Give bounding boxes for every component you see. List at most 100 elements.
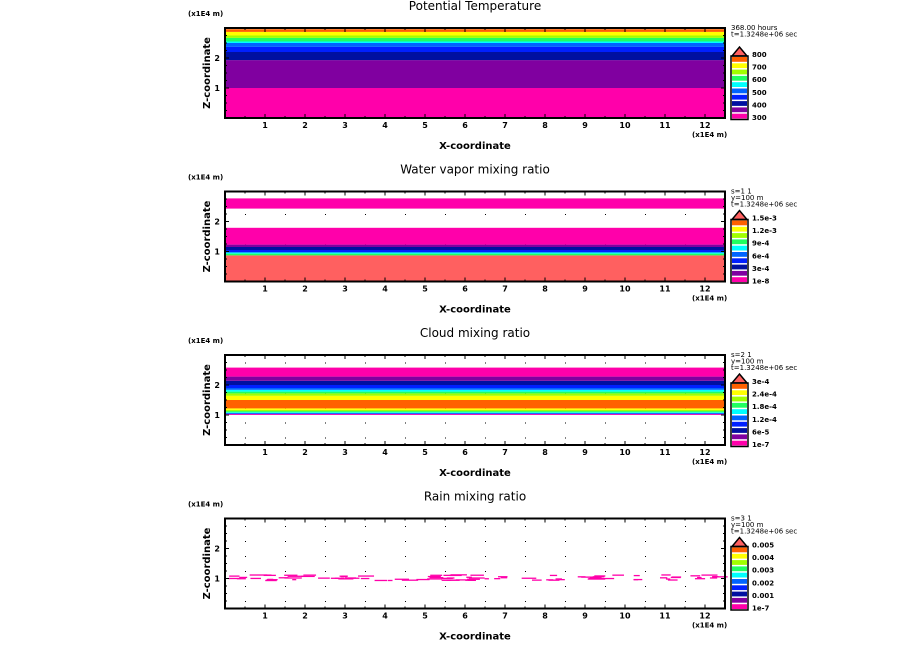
contour-band [225,389,725,392]
x-tick-label: 6 [462,121,468,130]
grid-dot [245,526,246,527]
colorbar-label: 2.4e-4 [752,391,777,399]
contour-band [225,37,725,42]
z-tick-label: 2 [214,54,220,63]
y-unit-label: (x1E4 m) [188,337,223,345]
x-tick-label: 7 [502,285,508,294]
grid-dot [325,526,326,527]
grid-dot [485,422,486,424]
x-tick-label: 11 [659,612,671,621]
rain-streak [264,574,272,576]
contour-band [225,395,725,400]
grid-dot [565,437,566,439]
grid-dot [645,526,646,527]
grid-dot [565,586,566,587]
x-axis-label: X-coordinate [439,141,511,152]
panel-2: Water vapor mixing ratio(x1E4 m)1 2 3 4 5 6 7 8… [188,163,797,316]
x-tick-label: 9 [582,448,588,457]
grid-dot [685,556,686,557]
rain-streak [521,577,537,579]
rain-streak [450,574,467,576]
info-text: 368.00 hours [731,24,778,32]
contour-band [225,408,725,410]
colorbar-over-arrow [730,372,749,384]
x-tick-label: 8 [542,612,548,621]
contour-band [225,52,725,61]
grid-dot [485,526,486,527]
chart-title: Potential Temperature [409,0,541,13]
grid-dot [325,437,326,439]
rain-streak [429,577,444,579]
grid-dot [525,526,526,527]
z-tick-label: 1 [214,248,220,257]
rain-streak [588,577,606,580]
x-tick-label: 1 [262,285,268,294]
grid-dot [525,586,526,587]
x-axis-label: X-coordinate [439,632,511,643]
grid-dot [245,362,246,364]
info-text: s=1 1 [731,188,752,196]
grid-dot [525,437,526,439]
grid-dot [245,422,246,424]
grid-dot [445,214,446,215]
colorbar-box [732,94,747,100]
z-axis-label: Z-coordinate [202,200,213,272]
x-tick-label: 9 [582,121,588,130]
x-tick-label: 10 [619,285,631,294]
colorbar-box [732,245,747,251]
colorbar-over-arrow [730,536,749,548]
grid-dot [565,214,566,215]
contour-band [225,253,725,256]
rain-streak [303,574,317,576]
grid-dot [605,586,606,587]
info-text: t=1.3248e+06 sec [731,201,797,209]
rain-streak [239,576,248,579]
grid-dot [405,541,406,542]
z-tick-label: 1 [214,411,220,420]
grid-dot [445,541,446,542]
grid-dot [645,437,646,439]
grid-dot [445,556,446,557]
colorbar-box [732,113,747,119]
panel-1: Potential Temperature(x1E4 m)1 2 3 4 5 6 7 8 9 10… [188,0,797,152]
rain-streak [267,578,274,581]
contour-band [225,367,725,377]
contour-band [225,244,725,247]
rain-streak [358,575,375,577]
rain-streak [589,577,602,579]
colorbar-box [732,258,747,264]
rain-streak [338,578,354,580]
colorbar-label: 0.001 [752,592,774,600]
grid-dot [605,526,606,527]
x-axis-label: X-coordinate [439,305,511,316]
x-tick-label: 9 [582,285,588,294]
colorbar-box [732,572,747,578]
grid-dot [405,214,406,215]
y-unit-label: (x1E4 m) [188,174,223,182]
x-tick-label: 12 [699,612,710,621]
colorbar-label: 1e-7 [752,605,770,613]
rain-streak [671,576,682,578]
grid-dot [405,437,406,439]
x-tick-label: 7 [502,612,508,621]
grid-dot [445,362,446,364]
grid-dot [685,601,686,602]
grid-dot [525,362,526,364]
rain-streak [387,579,393,582]
contour-band [225,250,725,253]
colorbar-frame [730,382,749,448]
grid-dot [685,437,686,439]
colorbar-over-arrow [730,45,749,57]
contour-band [225,43,725,47]
x-tick-label: 3 [342,612,348,621]
contour-band [225,409,725,412]
grid-dot [565,571,566,572]
grid-dot [565,422,566,424]
grid-dot [685,571,686,572]
rain-streak [500,577,508,579]
grid-dot [525,571,526,572]
grid-dot [365,362,366,364]
grid-dot [445,601,446,602]
grid-dot [245,437,246,439]
